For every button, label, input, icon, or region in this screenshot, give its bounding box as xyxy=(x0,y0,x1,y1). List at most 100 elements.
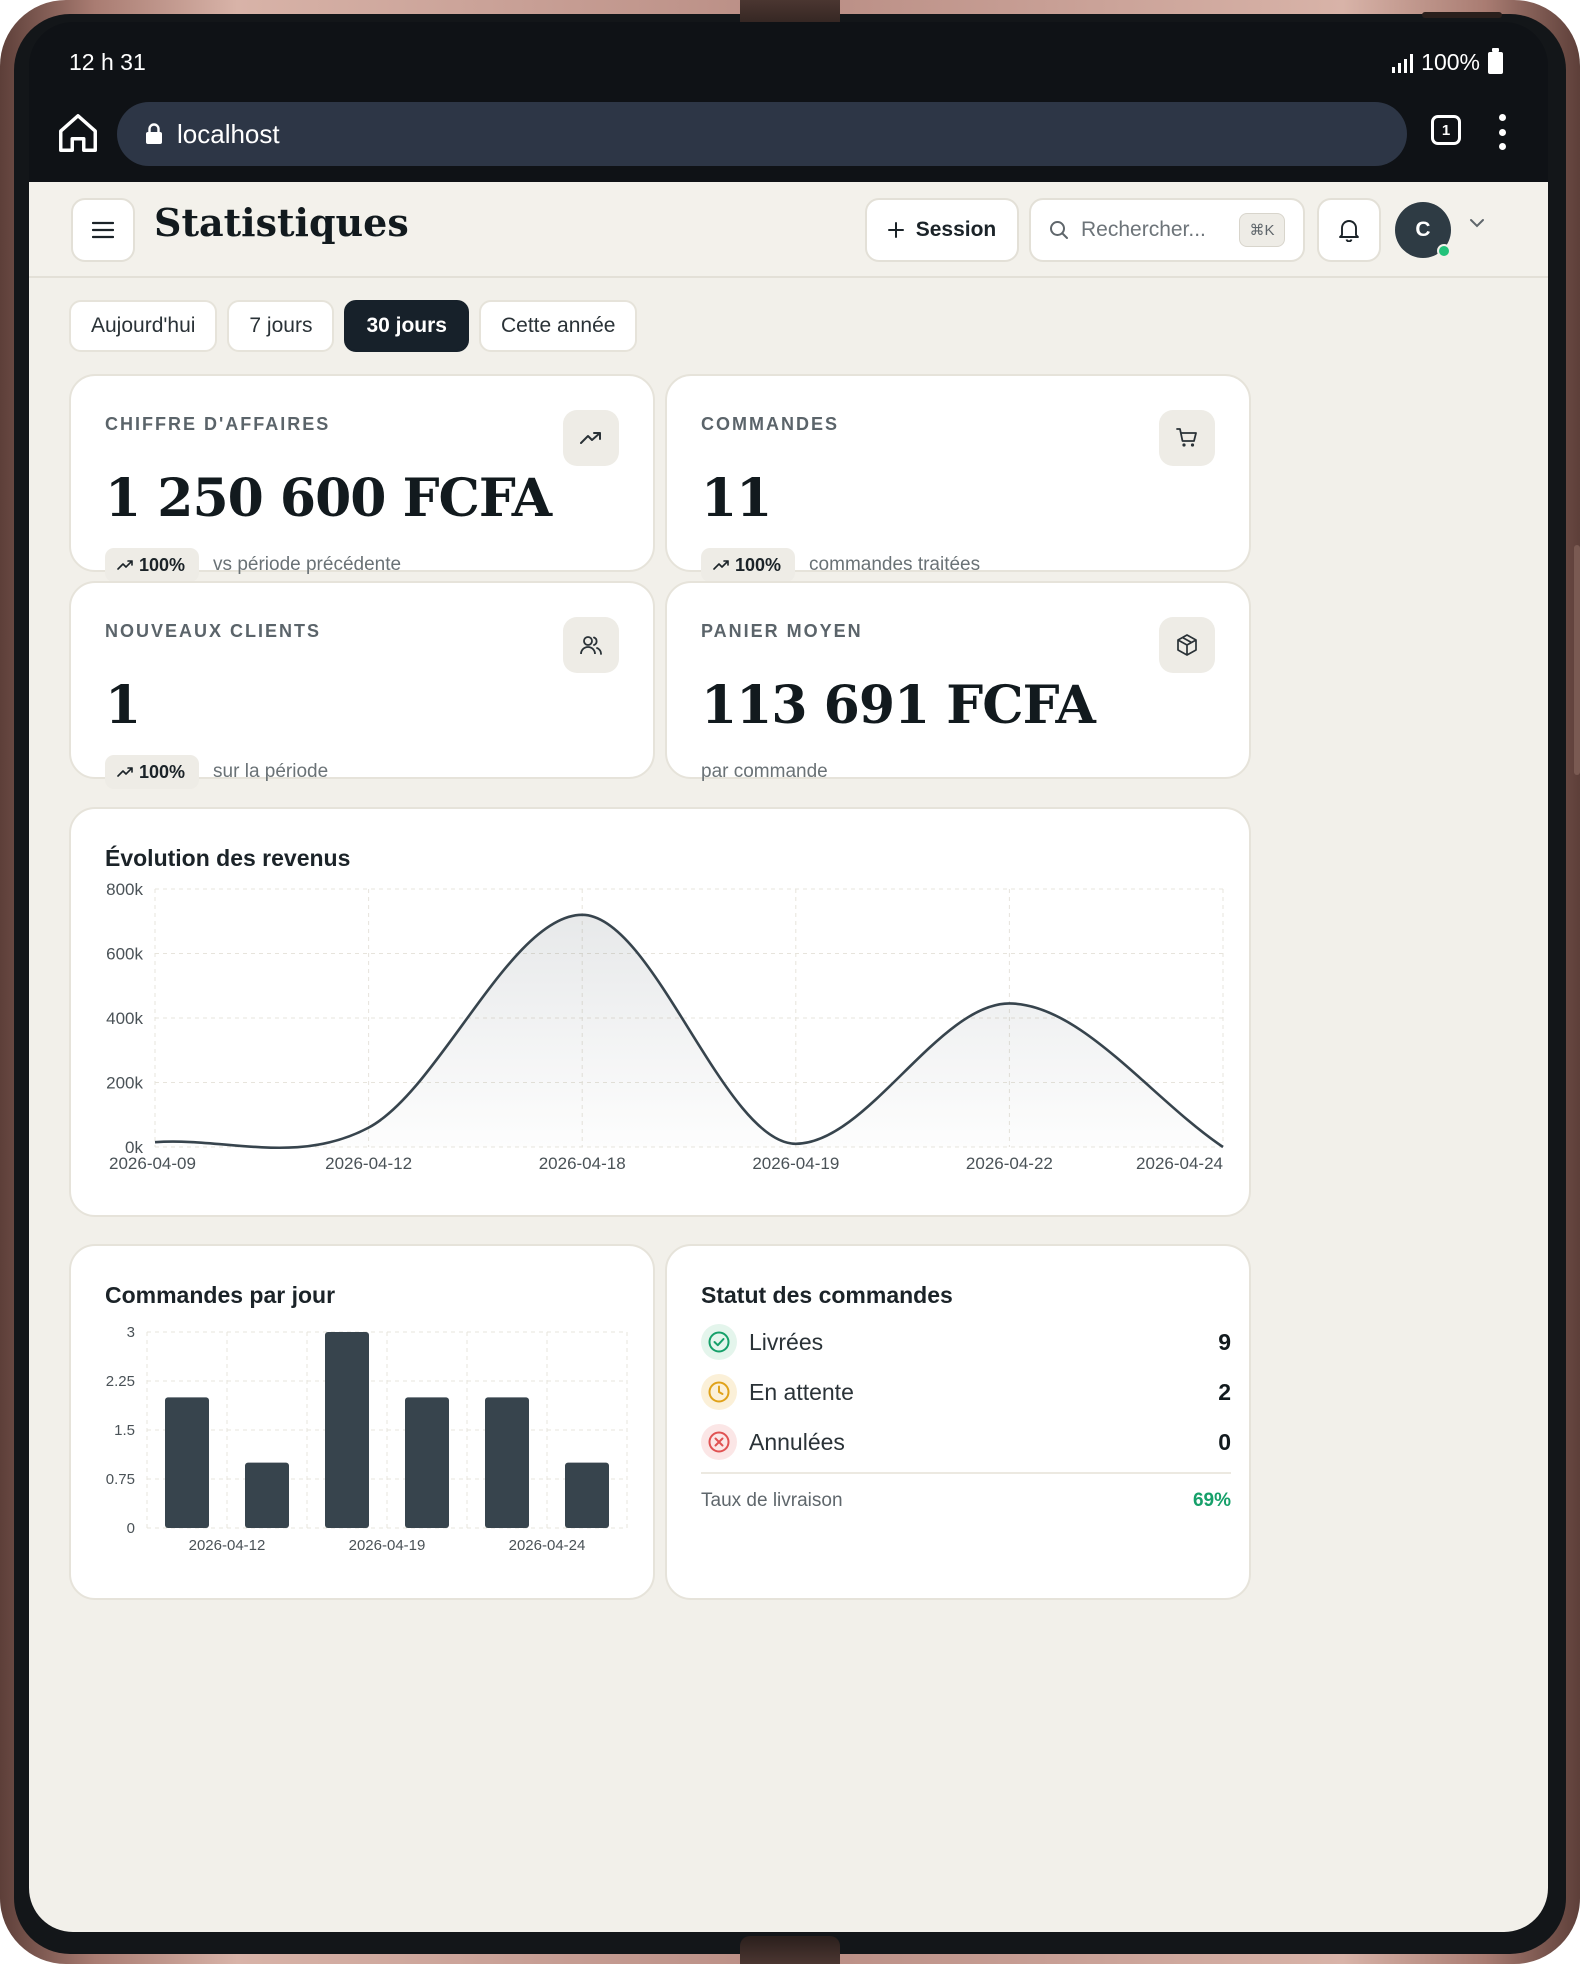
trending-up-icon xyxy=(117,560,133,570)
delta-value: 100% xyxy=(735,554,782,575)
status-label: Annulées xyxy=(749,1428,845,1455)
search-shortcut: ⌘K xyxy=(1239,213,1285,247)
kpi-card-revenue: CHIFFRE D'AFFAIRES 1 250 600 FCFA 100% v… xyxy=(69,374,655,582)
x-tick-label: 2026-04-12 xyxy=(325,1154,412,1173)
order-status-card: Statut des commandes Livrées 9 En attent… xyxy=(665,1244,1251,1600)
kpi-note: vs période précédente xyxy=(213,554,402,575)
tab-count: 1 xyxy=(1441,121,1451,139)
y-tick-label: 2.25 xyxy=(106,1373,135,1390)
home-icon[interactable] xyxy=(55,110,101,156)
kpi-label: CHIFFRE D'AFFAIRES xyxy=(105,414,331,434)
x-circle-icon xyxy=(701,1424,737,1460)
revenue-chart-card: Évolution des revenus 0k 200k 400k 600k 800k… xyxy=(69,807,1251,1217)
app-content: Statistiques Session Rechercher... ⌘K C xyxy=(29,182,1548,1932)
lock-icon xyxy=(146,123,162,144)
clock-icon xyxy=(701,1374,737,1410)
status-count: 0 xyxy=(1218,1428,1231,1455)
delta-badge: 100% xyxy=(105,548,200,582)
browser-menu-icon[interactable] xyxy=(1497,114,1507,150)
screen: 12 h 31 100% localhost 1 Statisti xyxy=(29,22,1548,1932)
kpi-value: 1 xyxy=(105,675,141,736)
y-tick-label: 0k xyxy=(125,1138,143,1157)
orders-chart-card: Commandes par jour 0 0.75 1.5 2.25 3 2026-04-… xyxy=(69,1244,655,1600)
orders-bar-chart: 0 0.75 1.5 2.25 3 2026-04-12 2026-04-19 2026-04… xyxy=(106,1324,628,1554)
kpi-note: par commande xyxy=(701,761,828,782)
x-tick-label: 2026-04-12 xyxy=(189,1537,266,1554)
battery-level: 100% xyxy=(1421,49,1480,75)
status-count: 9 xyxy=(1218,1328,1231,1355)
bar xyxy=(165,1397,209,1528)
delta-value: 100% xyxy=(139,554,186,575)
status-row-cancelled: Annulées 0 xyxy=(701,1422,1231,1462)
status-bar: 12 h 31 100% xyxy=(29,22,1548,108)
kpi-card-orders: COMMANDES 11 100% commandes traitées xyxy=(665,374,1251,582)
delivery-rate-label: Taux de livraison xyxy=(701,1490,843,1511)
period-tab-7-days[interactable]: 7 jours xyxy=(227,300,335,352)
y-tick-label: 3 xyxy=(127,1324,135,1341)
bar xyxy=(405,1397,449,1528)
y-tick-label: 600k xyxy=(106,945,143,964)
search-icon xyxy=(1050,221,1068,239)
kpi-note: commandes traitées xyxy=(809,554,981,575)
browser-toolbar: localhost 1 xyxy=(29,100,1548,180)
y-tick-label: 0.75 xyxy=(106,1471,135,1488)
signal-icon xyxy=(1392,53,1414,73)
check-circle-icon xyxy=(701,1324,737,1360)
x-tick-label: 2026-04-19 xyxy=(752,1154,839,1173)
kpi-card-new-clients: NOUVEAUX CLIENTS 1 100% sur la période xyxy=(69,581,655,789)
period-tabs: Aujourd'hui 7 jours 30 jours Cette année xyxy=(69,300,638,352)
period-tab-this-year[interactable]: Cette année xyxy=(479,300,638,352)
period-tab-today[interactable]: Aujourd'hui xyxy=(69,300,218,352)
x-tick-label: 2026-04-24 xyxy=(509,1537,586,1554)
trending-up-icon xyxy=(117,767,133,777)
period-tab-30-days[interactable]: 30 jours xyxy=(344,300,469,352)
x-tick-label: 2026-04-18 xyxy=(539,1154,626,1173)
hamburger-icon xyxy=(92,221,114,239)
divider xyxy=(701,1472,1231,1474)
new-session-button[interactable]: Session xyxy=(865,198,1019,262)
package-icon xyxy=(1159,617,1215,673)
kpi-note: sur la période xyxy=(213,761,329,782)
address-bar[interactable]: localhost xyxy=(117,102,1407,166)
bar xyxy=(245,1462,289,1528)
status-row-delivered: Livrées 9 xyxy=(701,1322,1231,1362)
notifications-button[interactable] xyxy=(1317,198,1381,262)
status-label: En attente xyxy=(749,1378,854,1405)
delivery-rate-row: Taux de livraison 69% xyxy=(701,1490,1231,1512)
kpi-value: 1 250 600 FCFA xyxy=(105,468,552,529)
bar xyxy=(325,1332,369,1528)
x-tick-label: 2026-04-09 xyxy=(109,1154,196,1173)
delta-badge: 100% xyxy=(701,548,796,582)
battery-icon xyxy=(1488,47,1503,74)
plus-icon xyxy=(887,222,904,238)
kpi-card-average-basket: PANIER MOYEN 113 691 FCFA par commande xyxy=(665,581,1251,782)
chevron-down-icon[interactable] xyxy=(1469,218,1485,228)
kpi-footer: 100% sur la période xyxy=(105,755,328,789)
kpi-label: NOUVEAUX CLIENTS xyxy=(105,621,322,641)
users-icon xyxy=(563,617,619,673)
search-placeholder: Rechercher... xyxy=(1081,218,1206,241)
kpi-footer: 100% vs période précédente xyxy=(105,548,401,582)
bar xyxy=(565,1462,609,1528)
trending-up-icon xyxy=(713,560,729,570)
online-status-dot xyxy=(1437,244,1451,258)
y-tick-label: 1.5 xyxy=(114,1422,135,1439)
kpi-label: PANIER MOYEN xyxy=(701,621,863,641)
search-input[interactable]: Rechercher... ⌘K xyxy=(1029,198,1305,262)
x-tick-label: 2026-04-19 xyxy=(349,1537,426,1554)
device-side-button xyxy=(1574,545,1580,775)
y-tick-label: 400k xyxy=(106,1009,143,1028)
status-label: Livrées xyxy=(749,1328,824,1355)
trending-up-icon xyxy=(563,410,619,466)
x-tick-label: 2026-04-24 xyxy=(1136,1154,1223,1173)
menu-button[interactable] xyxy=(71,198,135,262)
revenue-area-chart: 0k 200k 400k 600k 800k 2026-04-09 2026-04-12 20… xyxy=(106,880,1224,1173)
kpi-value: 113 691 FCFA xyxy=(701,675,1096,736)
delivery-rate-value: 69% xyxy=(1192,1490,1231,1511)
y-tick-label: 800k xyxy=(106,880,143,899)
bar xyxy=(485,1397,529,1528)
delta-badge: 100% xyxy=(105,755,200,789)
tab-switcher-button[interactable]: 1 xyxy=(1431,115,1461,145)
delta-value: 100% xyxy=(139,761,186,782)
y-tick-label: 200k xyxy=(106,1074,143,1093)
